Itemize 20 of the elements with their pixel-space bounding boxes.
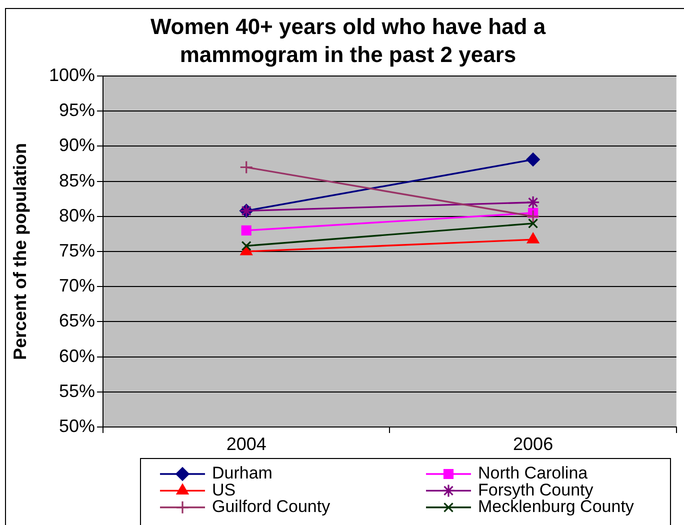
- legend-label: US: [212, 480, 236, 500]
- legend-label: Guilford County: [212, 497, 331, 516]
- x-tick-label: 2004: [226, 434, 266, 454]
- y-tick-label: 50%: [58, 416, 95, 436]
- y-tick-label: 70%: [58, 276, 95, 296]
- y-axis-title: Percent of the population: [10, 142, 30, 360]
- y-tick-label: 60%: [58, 346, 95, 366]
- legend-label: Durham: [212, 464, 272, 483]
- y-tick-label: 65%: [58, 310, 95, 331]
- chart-title: Women 40+ years old who have had a mammogram in the past 2 years: [150, 14, 546, 68]
- y-tick-label: 90%: [58, 135, 95, 156]
- legend-label: North Carolina: [478, 464, 588, 483]
- y-tick-label: 55%: [58, 380, 95, 401]
- legend-label: Forsyth County: [478, 480, 594, 500]
- y-tick-label: 85%: [58, 170, 95, 190]
- x-tick-label: 2006: [513, 434, 554, 454]
- y-tick-label: 100%: [48, 64, 95, 85]
- y-tick-label: 80%: [58, 205, 95, 226]
- y-tick-label: 95%: [58, 100, 95, 120]
- y-tick-label: 75%: [58, 240, 95, 260]
